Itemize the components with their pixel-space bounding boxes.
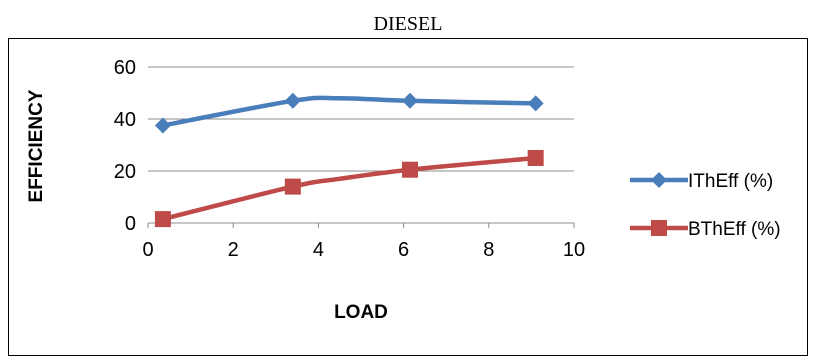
y-axis-title: EFFICIENCY [26, 89, 47, 202]
x-tick-label: 2 [228, 239, 239, 261]
legend-label: IThEff (%) [688, 171, 773, 192]
x-tick-label: 8 [483, 239, 494, 261]
legend-item-2: BThEff (%) [630, 219, 781, 240]
chart-title: DIESEL [373, 13, 443, 35]
x-tick-label: 6 [398, 239, 409, 261]
data-point-marker [527, 150, 544, 166]
data-point-marker [527, 95, 544, 112]
series-layer [154, 92, 544, 228]
x-tick-labels: 0 2 4 6 8 10 [142, 223, 585, 261]
x-tick-label: 10 [563, 239, 585, 261]
series-line [162, 155, 536, 222]
x-tick-label: 4 [313, 239, 324, 261]
series-2 [154, 150, 544, 228]
legend-swatch-marker [651, 172, 667, 188]
data-point-marker [401, 92, 418, 109]
series-line [162, 95, 536, 128]
y-tick-label: 0 [125, 213, 136, 235]
gridlines [148, 66, 574, 172]
data-point-marker [284, 178, 301, 195]
legend: IThEff (%) BThEff (%) [630, 171, 781, 240]
data-point-marker [284, 92, 301, 109]
legend-label: BThEff (%) [688, 219, 781, 240]
y-tick-label: 20 [114, 161, 136, 183]
data-point-marker [154, 211, 171, 228]
y-tick-label: 60 [114, 57, 136, 79]
data-point-marker [401, 161, 418, 178]
chart-frame [8, 38, 808, 356]
series-1 [154, 92, 544, 134]
x-axis-title: LOAD [334, 302, 388, 323]
y-tick-label: 40 [114, 109, 136, 131]
legend-swatch-marker [651, 220, 667, 236]
legend-item-1: IThEff (%) [630, 171, 773, 192]
x-tick-label: 0 [142, 239, 153, 261]
y-tick-labels: 0 20 40 60 [114, 57, 136, 235]
data-point-marker [154, 117, 171, 134]
